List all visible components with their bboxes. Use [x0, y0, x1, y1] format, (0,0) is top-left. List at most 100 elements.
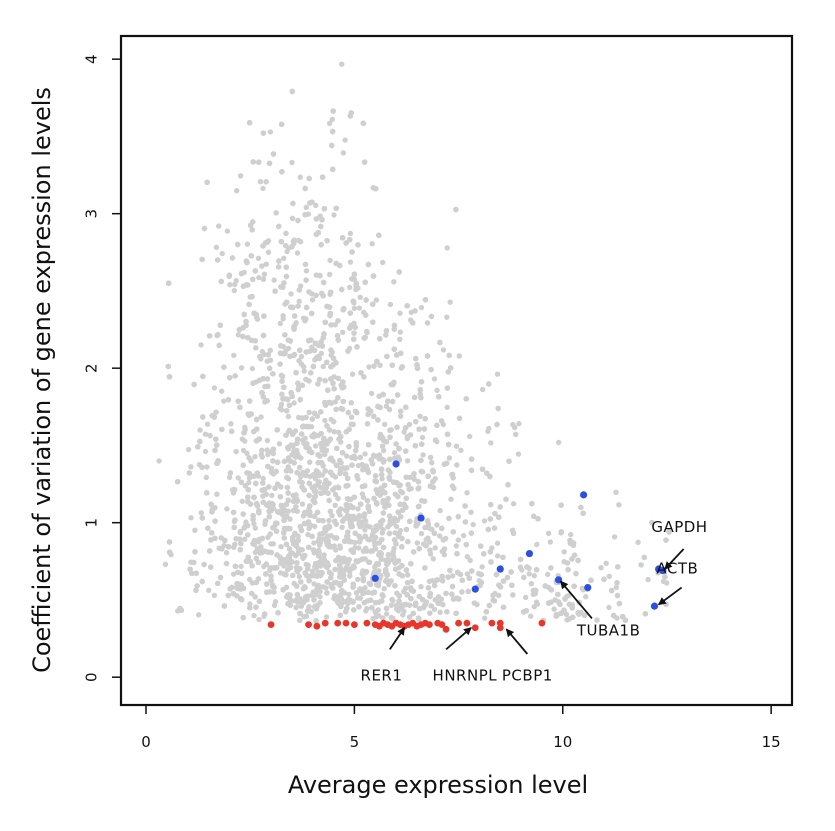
background-point	[268, 469, 275, 475]
background-point	[435, 600, 442, 607]
background-point	[397, 482, 403, 488]
background-point	[259, 447, 265, 454]
background-point	[329, 128, 336, 135]
background-point	[211, 592, 218, 599]
background-point	[422, 524, 428, 531]
background-point	[379, 443, 386, 449]
background-point	[389, 398, 396, 405]
background-point	[381, 457, 387, 464]
background-point	[531, 513, 537, 519]
background-point	[299, 547, 305, 553]
background-point	[349, 454, 355, 461]
background-point	[448, 496, 454, 502]
background-point	[353, 590, 360, 596]
background-point	[298, 455, 304, 461]
background-point	[455, 537, 461, 543]
background-point	[344, 533, 351, 539]
background-point	[367, 597, 374, 603]
background-point	[285, 601, 291, 607]
background-point	[260, 130, 267, 136]
background-point	[359, 462, 365, 468]
background-point	[446, 352, 452, 359]
background-point	[268, 573, 274, 579]
background-point	[249, 227, 255, 233]
background-point	[270, 541, 276, 547]
background-point	[310, 568, 316, 574]
background-point	[415, 504, 422, 510]
background-point	[336, 509, 342, 515]
background-point	[308, 310, 315, 317]
background-point	[198, 342, 204, 348]
background-point	[445, 369, 451, 375]
background-point	[232, 541, 238, 548]
background-point	[356, 305, 363, 311]
background-point	[304, 468, 311, 474]
background-point	[269, 448, 275, 455]
background-point	[247, 558, 253, 565]
background-point	[463, 396, 469, 402]
background-point	[300, 513, 307, 519]
background-point	[379, 476, 385, 482]
background-point	[279, 373, 286, 379]
background-point	[412, 443, 418, 449]
background-point	[209, 509, 215, 515]
background-point	[347, 310, 353, 316]
background-point	[558, 502, 564, 508]
background-point	[388, 602, 395, 608]
background-point	[276, 441, 283, 447]
background-point	[266, 484, 272, 490]
background-point	[432, 437, 439, 443]
background-point	[249, 590, 255, 597]
background-point	[240, 462, 246, 468]
background-point	[250, 516, 256, 523]
background-point	[237, 173, 244, 179]
background-point	[312, 483, 318, 489]
background-point	[385, 398, 391, 404]
background-point	[326, 497, 332, 504]
background-point	[322, 486, 328, 493]
background-point	[230, 509, 237, 516]
background-point	[347, 259, 354, 265]
background-point	[404, 435, 410, 442]
background-point	[364, 523, 370, 529]
background-point	[487, 473, 493, 480]
background-point	[302, 261, 309, 268]
background-point	[343, 483, 349, 489]
background-point	[466, 575, 472, 581]
background-point	[497, 504, 503, 510]
background-point	[436, 533, 443, 539]
background-point	[278, 121, 285, 128]
background-point	[284, 408, 290, 414]
background-point	[606, 573, 612, 579]
background-point	[411, 471, 417, 477]
background-point	[241, 430, 247, 436]
background-point	[302, 212, 308, 218]
background-point	[385, 467, 392, 473]
background-point	[440, 537, 446, 543]
background-point	[524, 564, 530, 570]
background-point	[666, 529, 672, 535]
background-point	[252, 594, 258, 600]
background-point	[419, 596, 426, 603]
background-point	[320, 463, 326, 469]
background-point	[335, 375, 342, 382]
background-point	[491, 525, 498, 531]
background-point	[398, 413, 404, 419]
background-point	[237, 547, 243, 553]
background-point	[284, 513, 290, 519]
background-point	[424, 353, 431, 359]
background-point	[356, 521, 362, 527]
background-point	[383, 328, 390, 334]
background-point	[204, 490, 210, 496]
background-point	[260, 276, 267, 282]
background-point	[581, 612, 588, 619]
background-point	[363, 297, 369, 303]
background-point	[283, 468, 290, 474]
background-point	[295, 380, 301, 386]
background-point	[309, 533, 315, 540]
background-point	[396, 593, 402, 599]
background-point	[315, 480, 322, 486]
background-point	[225, 544, 232, 550]
background-point	[321, 436, 327, 442]
background-point	[649, 519, 655, 526]
